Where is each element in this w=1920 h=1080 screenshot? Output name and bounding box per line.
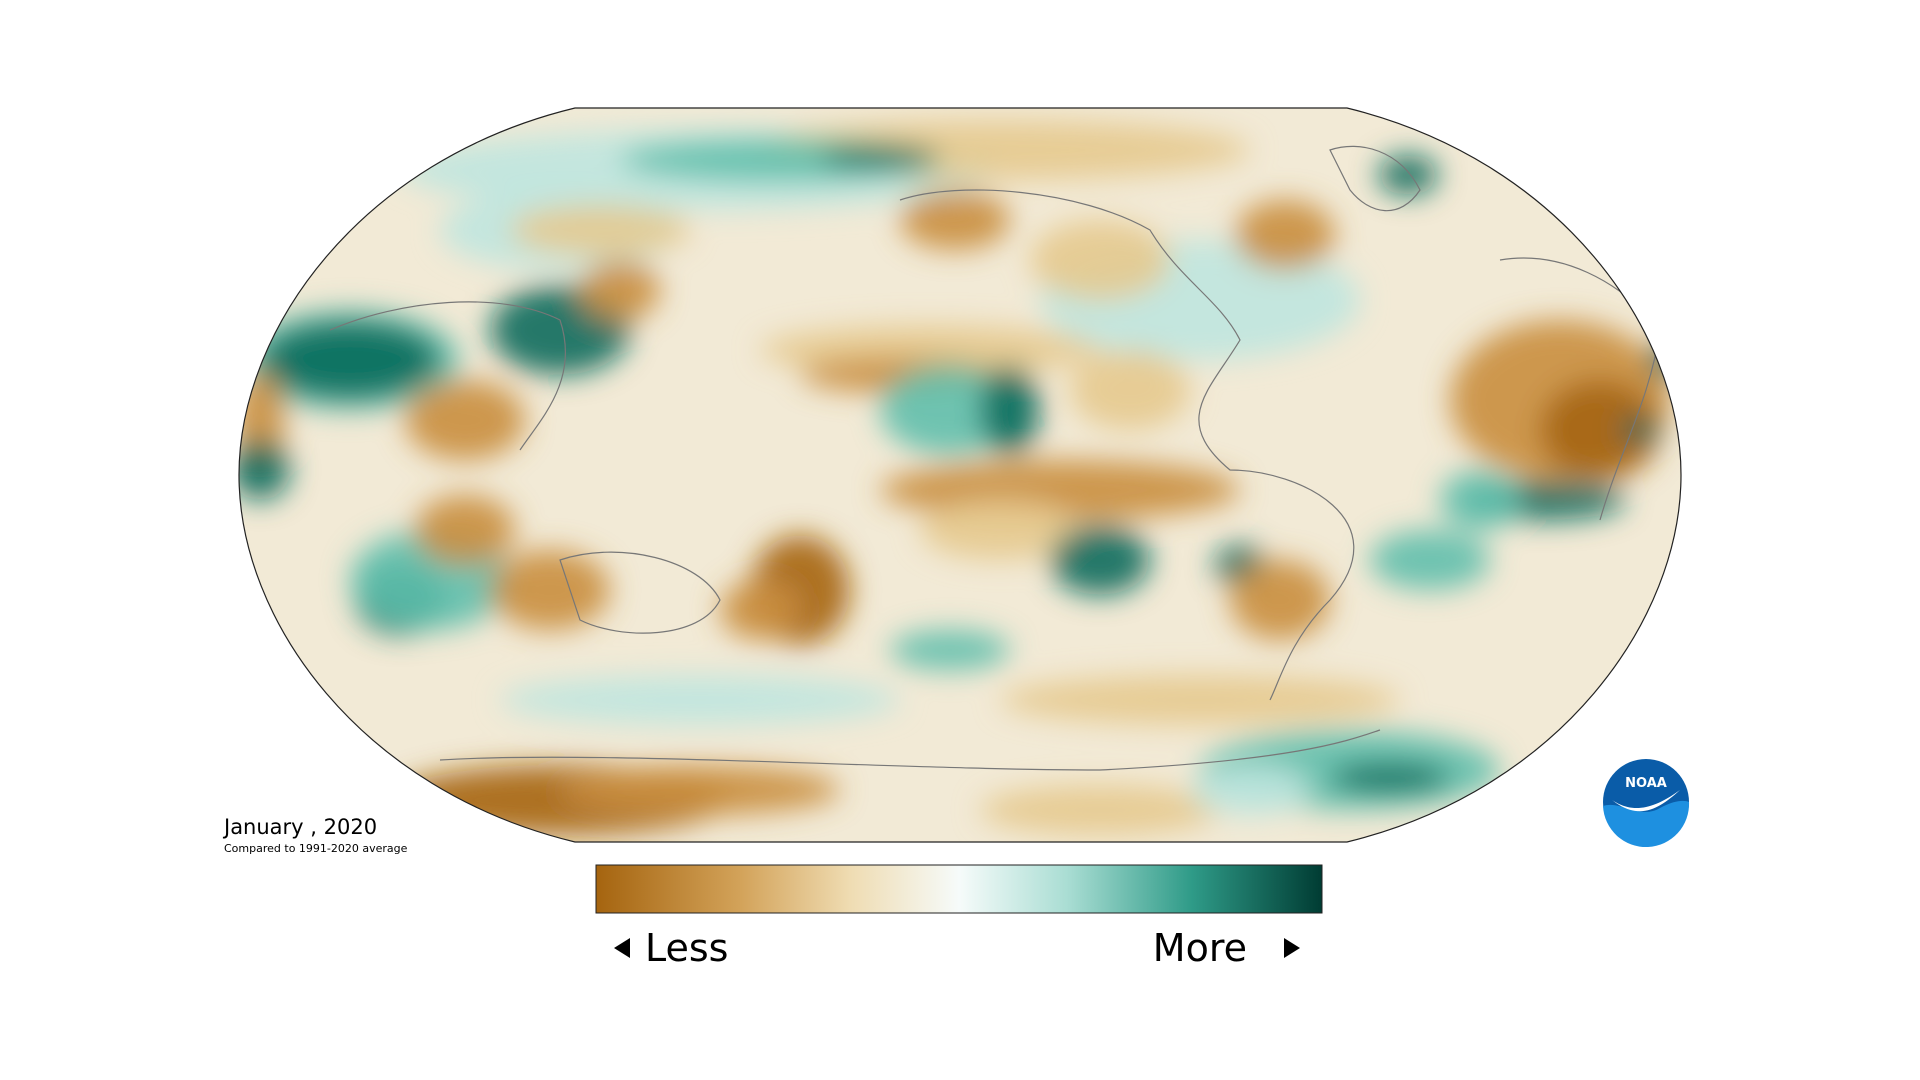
anomaly-patch: [1230, 560, 1330, 640]
anomaly-patch: [900, 190, 1010, 250]
color-scale: [595, 864, 1323, 914]
anomaly-patch: [1440, 470, 1520, 530]
anomaly-patch: [980, 365, 1040, 455]
logo-text: NOAA: [1625, 776, 1667, 791]
map-field: [239, 108, 1681, 842]
anomaly-patch: [1378, 155, 1438, 195]
logo-bird: [1612, 790, 1680, 812]
legend-low: Less: [645, 926, 728, 970]
anomaly-patch: [405, 380, 525, 460]
anomaly-patch: [510, 205, 690, 255]
anomaly-patch: [1050, 525, 1150, 595]
anomaly-patch: [1540, 380, 1660, 480]
more-arrow: [1284, 938, 1300, 958]
anomaly-patch: [1370, 530, 1490, 590]
anomaly-patch: [720, 580, 800, 640]
anomaly-patch: [580, 260, 660, 320]
legend-high: More: [1153, 926, 1247, 970]
map-outline: [238, 107, 1682, 843]
anomaly-patch: [1330, 763, 1450, 793]
baseline-caption: Compared to 1991-2020 average: [224, 842, 408, 855]
anomaly-patch: [1620, 418, 1660, 442]
anomaly-patch: [490, 550, 610, 630]
anomaly-patch: [260, 320, 440, 400]
less-arrow: [614, 938, 630, 958]
anomaly-field: [239, 120, 1680, 835]
anomaly-patch: [500, 675, 900, 725]
anomaly-patch: [1190, 765, 1310, 815]
anomaly-patch: [1070, 350, 1190, 430]
anomaly-patch: [920, 500, 1080, 560]
anomaly-patch: [980, 785, 1220, 835]
anomaly-patch: [1235, 200, 1335, 270]
date-caption: January , 2020: [222, 815, 377, 839]
anomaly-patch: [1030, 220, 1170, 300]
logo-wave: [1603, 800, 1690, 848]
noaa-logo: NOAA: [1603, 759, 1690, 848]
anomaly-patch: [820, 146, 940, 170]
anomaly-patch: [560, 765, 840, 815]
anomaly-patch: [1000, 675, 1400, 725]
anomaly-patch: [239, 440, 290, 500]
anomaly-patch: [890, 630, 1010, 670]
anomaly-patch: [415, 495, 515, 565]
